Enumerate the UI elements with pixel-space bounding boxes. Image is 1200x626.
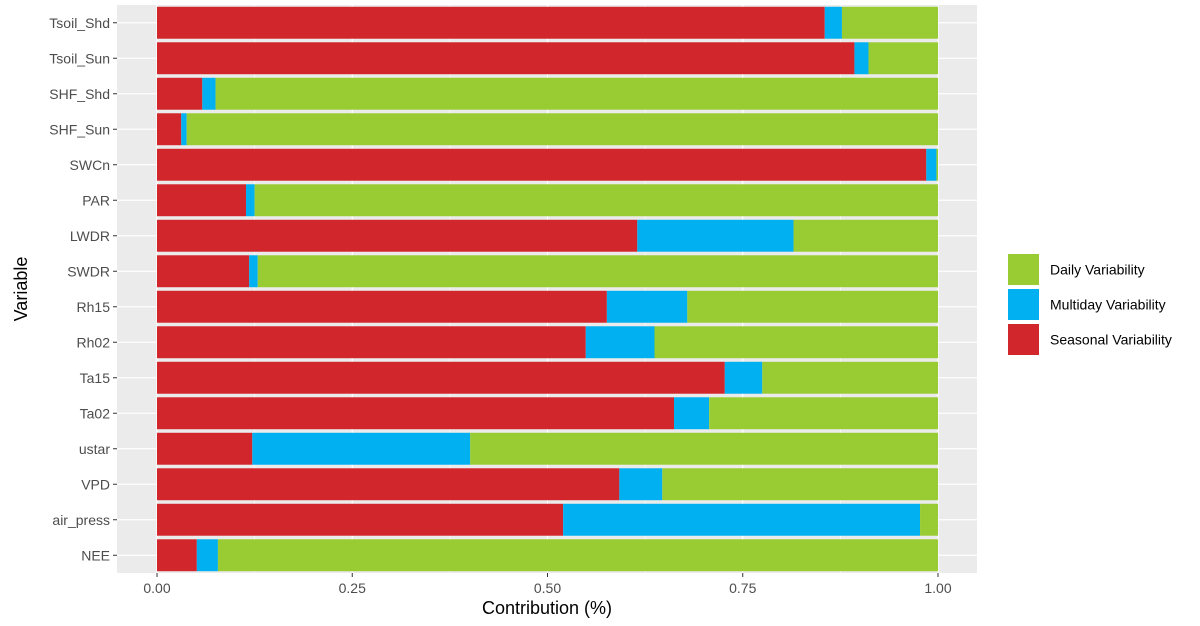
bar-daily-variability-rh15 bbox=[687, 290, 938, 323]
bar-multiday-variability-vpd bbox=[619, 468, 663, 501]
bar-multiday-variability-ta02 bbox=[674, 397, 710, 430]
bar-seasonal-variability-ta02 bbox=[157, 397, 675, 430]
bar-seasonal-variability-tsoil-shd bbox=[157, 6, 825, 39]
x-axis: 0.00 0.25 0.50 0.75 1.00 bbox=[143, 573, 952, 596]
bar-daily-variability-lwdr bbox=[793, 219, 938, 252]
bar-seasonal-variability-air-press bbox=[157, 503, 564, 536]
bar-seasonal-variability-shf-sun bbox=[157, 113, 182, 146]
y-tick-label: Tsoil_Sun bbox=[49, 50, 110, 66]
bar-multiday-variability-ta15 bbox=[724, 361, 763, 394]
legend-key-daily-variability bbox=[1008, 254, 1039, 285]
bar-seasonal-variability-nee bbox=[157, 539, 197, 572]
bar-daily-variability-par bbox=[254, 184, 938, 217]
bar-multiday-variability-ustar bbox=[252, 432, 471, 465]
bar-daily-variability-nee bbox=[217, 539, 939, 572]
bars bbox=[157, 6, 939, 572]
y-tick-label: NEE bbox=[81, 547, 110, 563]
bar-seasonal-variability-ta15 bbox=[157, 361, 725, 394]
y-tick-label: Ta15 bbox=[80, 370, 111, 386]
bar-seasonal-variability-par bbox=[157, 184, 247, 217]
bar-daily-variability-swdr bbox=[257, 255, 938, 288]
legend-label: Multiday Variability bbox=[1050, 297, 1166, 313]
bar-multiday-variability-nee bbox=[196, 539, 218, 572]
legend-label: Seasonal Variability bbox=[1050, 332, 1172, 348]
y-axis-title: Variable bbox=[11, 257, 31, 322]
y-tick-label: SHF_Shd bbox=[49, 86, 110, 102]
bar-seasonal-variability-tsoil-sun bbox=[157, 42, 855, 75]
y-tick-label: ustar bbox=[79, 441, 110, 457]
legend-key-multiday-variability bbox=[1008, 289, 1039, 320]
bar-daily-variability-air-press bbox=[920, 503, 938, 536]
x-tick-label: 1.00 bbox=[924, 580, 951, 596]
y-tick-label: SHF_Sun bbox=[49, 121, 110, 137]
bar-multiday-variability-rh02 bbox=[585, 326, 655, 359]
x-tick-label: 0.75 bbox=[729, 580, 756, 596]
bar-daily-variability-shf-sun bbox=[186, 113, 939, 146]
bar-multiday-variability-swdr bbox=[249, 255, 258, 288]
bar-seasonal-variability-lwdr bbox=[157, 219, 638, 252]
bar-daily-variability-ta15 bbox=[762, 361, 938, 394]
bar-multiday-variability-air-press bbox=[563, 503, 921, 536]
bar-seasonal-variability-swdr bbox=[157, 255, 250, 288]
x-tick-label: 0.50 bbox=[534, 580, 561, 596]
bar-seasonal-variability-shf-shd bbox=[157, 77, 203, 110]
bar-daily-variability-swcn bbox=[936, 148, 938, 181]
bar-multiday-variability-shf-sun bbox=[181, 113, 187, 146]
bar-multiday-variability-rh15 bbox=[606, 290, 688, 323]
y-tick-label: Rh02 bbox=[77, 334, 111, 350]
bar-seasonal-variability-vpd bbox=[157, 468, 620, 501]
bar-daily-variability-ta02 bbox=[709, 397, 938, 430]
bar-daily-variability-tsoil-sun bbox=[868, 42, 938, 75]
legend: Daily Variability Multiday Variability Sea… bbox=[1008, 254, 1172, 355]
bar-daily-variability-vpd bbox=[662, 468, 938, 501]
y-tick-label: Rh15 bbox=[77, 299, 111, 315]
y-tick-label: SWCn bbox=[70, 157, 110, 173]
bar-multiday-variability-tsoil-shd bbox=[824, 6, 842, 39]
bar-daily-variability-ustar bbox=[470, 432, 938, 465]
bar-multiday-variability-swcn bbox=[926, 148, 937, 181]
bar-daily-variability-shf-shd bbox=[215, 77, 938, 110]
bar-multiday-variability-par bbox=[246, 184, 255, 217]
bar-seasonal-variability-ustar bbox=[157, 432, 253, 465]
bar-multiday-variability-shf-shd bbox=[202, 77, 216, 110]
y-tick-label: LWDR bbox=[70, 228, 110, 244]
legend-label: Daily Variability bbox=[1050, 262, 1145, 278]
bar-daily-variability-rh02 bbox=[654, 326, 938, 359]
x-tick-label: 0.25 bbox=[339, 580, 366, 596]
y-tick-label: Ta02 bbox=[80, 405, 111, 421]
y-tick-label: SWDR bbox=[67, 263, 110, 279]
x-axis-title: Contribution (%) bbox=[482, 598, 612, 618]
y-axis: Tsoil_Shd Tsoil_Sun SHF_Shd SHF_Sun SWCn PAR L… bbox=[49, 15, 117, 563]
bar-seasonal-variability-swcn bbox=[157, 148, 927, 181]
y-tick-label: air_press bbox=[52, 512, 110, 528]
legend-key-seasonal-variability bbox=[1008, 324, 1039, 355]
y-tick-label: Tsoil_Shd bbox=[49, 15, 110, 31]
y-tick-label: VPD bbox=[81, 476, 110, 492]
y-tick-label: PAR bbox=[82, 192, 110, 208]
bar-multiday-variability-lwdr bbox=[637, 219, 794, 252]
bar-multiday-variability-tsoil-sun bbox=[854, 42, 869, 75]
x-tick-label: 0.00 bbox=[143, 580, 170, 596]
bar-seasonal-variability-rh15 bbox=[157, 290, 607, 323]
bar-daily-variability-tsoil-shd bbox=[841, 6, 938, 39]
bar-seasonal-variability-rh02 bbox=[157, 326, 586, 359]
